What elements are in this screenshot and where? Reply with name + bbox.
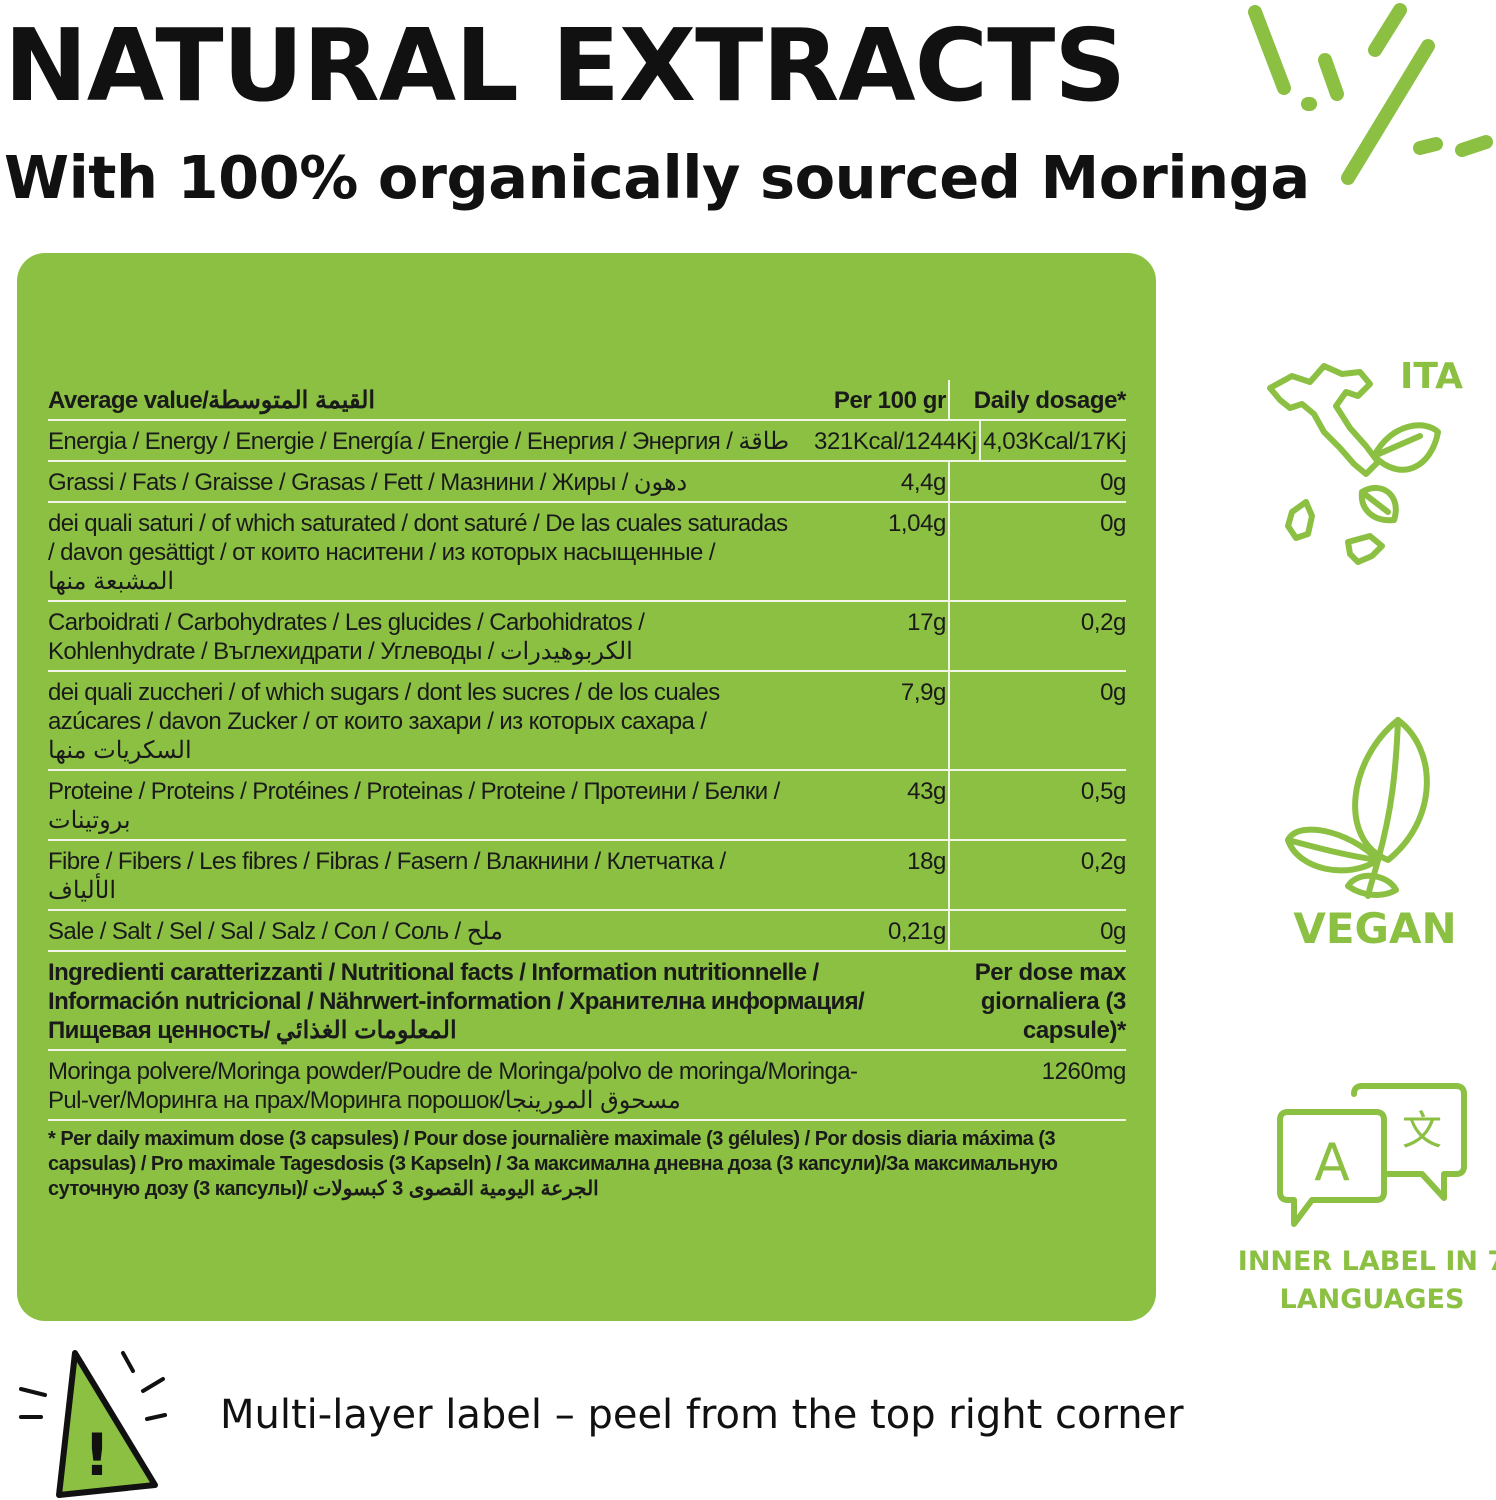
page-title: NATURAL EXTRACTS bbox=[4, 7, 1126, 124]
row-daily: 0g bbox=[1100, 469, 1126, 496]
table-row: Grassi / Fats / Graisse / Grasas / Fett … bbox=[48, 462, 1126, 503]
vegan-label: VEGAN bbox=[1293, 904, 1457, 953]
row-per-100: 0,21g bbox=[814, 911, 950, 950]
row-daily: 0g bbox=[1100, 510, 1126, 537]
row-per-100: 321Kcal/1244Kj bbox=[814, 421, 981, 460]
ingredient-row: Moringa polvere/Moringa powder/Poudre de… bbox=[48, 1051, 1126, 1121]
row-daily: 0,2g bbox=[1080, 609, 1127, 636]
row-label: dei quali saturi / of which saturated / … bbox=[48, 510, 788, 595]
table-row: Proteine / Proteins / Protéines / Protei… bbox=[48, 771, 1126, 841]
warning-text: Multi-layer label – peel from the top ri… bbox=[220, 1392, 1184, 1438]
row-label: Grassi / Fats / Graisse / Grasas / Fett … bbox=[48, 469, 688, 496]
vegan-leaf-icon bbox=[1285, 717, 1430, 899]
ingredients-header-dose: Per dose max giornaliera (3 capsule)* bbox=[974, 959, 1127, 1044]
row-label: Proteine / Proteins / Protéines / Protei… bbox=[48, 778, 780, 834]
row-daily: 0g bbox=[1100, 679, 1126, 706]
warning-icon: ! bbox=[19, 1350, 167, 1498]
table-row: dei quali zuccheri / of which sugars / d… bbox=[48, 672, 1126, 771]
ingredients-header-label: Ingredienti caratterizzanti / Nutritiona… bbox=[48, 959, 865, 1044]
nutrition-table: Average value/القيمة المتوسطة Per 100 gr… bbox=[48, 380, 1126, 1202]
row-per-100: 7,9g bbox=[814, 672, 950, 769]
page-subtitle: With 100% organically sourced Moringa bbox=[4, 143, 1310, 212]
row-daily: 0,2g bbox=[1080, 848, 1127, 875]
sparkle-burst-icon bbox=[1248, 3, 1493, 185]
table-row: dei quali saturi / of which saturated / … bbox=[48, 503, 1126, 602]
row-per-100: 43g bbox=[814, 771, 950, 839]
ingredient-label: Moringa polvere/Moringa powder/Poudre de… bbox=[48, 1058, 858, 1114]
ita-label: ITA bbox=[1400, 356, 1464, 397]
row-daily: 0,5g bbox=[1080, 778, 1127, 805]
table-footnote: * Per daily maximum dose (3 capsules) / … bbox=[48, 1128, 1058, 1200]
translate-bubbles-icon: A 文 bbox=[1277, 1083, 1467, 1227]
row-label: Sale / Salt / Sel / Sal / Salz / Сол / С… bbox=[48, 918, 504, 945]
table-row: Sale / Salt / Sel / Sal / Salz / Сол / С… bbox=[48, 911, 1126, 952]
row-label: Energia / Energy / Energie / Energía / E… bbox=[48, 428, 790, 455]
table-row: Energia / Energy / Energie / Energía / E… bbox=[48, 421, 1126, 462]
lang-glyph-b: 文 bbox=[1402, 1108, 1442, 1154]
italy-leaf-icon bbox=[1267, 363, 1441, 565]
header-daily-dosage: Daily dosage* bbox=[973, 387, 1127, 414]
languages-label: INNER LABEL IN 7 LANGUAGES bbox=[1237, 1246, 1496, 1315]
table-row: Fibre / Fibers / Les fibres / Fibras / F… bbox=[48, 841, 1126, 911]
row-daily: 0g bbox=[1100, 918, 1126, 945]
row-per-100: 17g bbox=[814, 602, 950, 670]
header-per-100: Per 100 gr bbox=[814, 380, 950, 419]
row-daily: 4,03Kcal/17Kj bbox=[983, 428, 1126, 455]
row-per-100: 4,4g bbox=[814, 462, 950, 501]
ingredient-dose: 1260mg bbox=[1041, 1058, 1127, 1085]
row-per-100: 18g bbox=[814, 841, 950, 909]
header-average-value: Average value/القيمة المتوسطة bbox=[48, 387, 376, 414]
nutrition-panel bbox=[17, 253, 1156, 1321]
warning-symbol: ! bbox=[84, 1421, 110, 1489]
row-label: Fibre / Fibers / Les fibres / Fibras / F… bbox=[48, 848, 726, 904]
row-label: dei quali zuccheri / of which sugars / d… bbox=[48, 679, 720, 764]
row-label: Carboidrati / Carbohydrates / Les glucid… bbox=[48, 609, 645, 665]
table-header-row: Average value/القيمة المتوسطة Per 100 gr… bbox=[48, 380, 1126, 421]
lang-glyph-a: A bbox=[1314, 1133, 1350, 1193]
table-row: Carboidrati / Carbohydrates / Les glucid… bbox=[48, 602, 1126, 672]
ingredients-header-row: Ingredienti caratterizzanti / Nutritiona… bbox=[48, 952, 1126, 1051]
row-per-100: 1,04g bbox=[814, 503, 950, 600]
